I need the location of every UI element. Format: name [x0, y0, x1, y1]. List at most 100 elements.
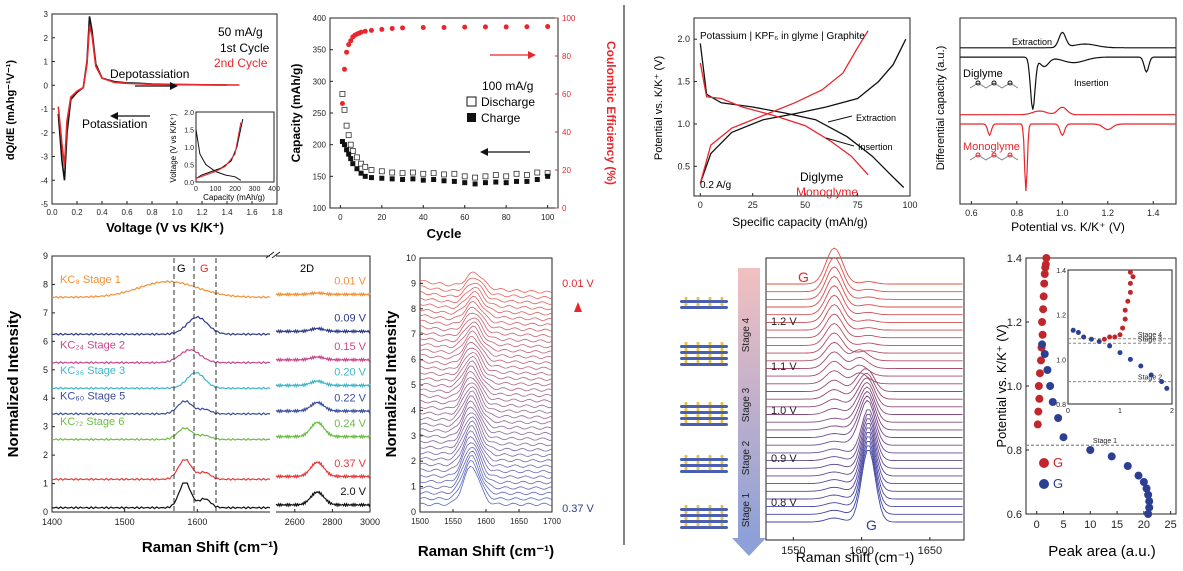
- p2-ce-point: [545, 24, 551, 30]
- p2-ce-point: [524, 24, 530, 30]
- p8-guc-point: [1035, 394, 1044, 403]
- p2-discharge-point: [347, 141, 354, 148]
- p1-series-cycle2: [57, 25, 240, 167]
- p8-inset-gc-point: [1164, 385, 1170, 391]
- p7-spectrum: [766, 304, 963, 331]
- p7-k-ion: [684, 347, 688, 352]
- p8-inset-ytick-label: 1.4: [1056, 268, 1066, 275]
- p3-spectrum: [52, 458, 271, 481]
- p8-inset-gc-point: [1096, 338, 1102, 344]
- p4-spectrum: [419, 321, 553, 349]
- p1-arrowhead-right: [170, 82, 178, 90]
- p3-ytick-label: 9: [43, 251, 48, 261]
- p2-charge-point: [344, 147, 350, 153]
- p2-discharge-point: [451, 170, 458, 177]
- p7-k-ion: [708, 341, 712, 346]
- p1-ytick-label: 2: [44, 34, 49, 43]
- p7-graphene-layer: [680, 405, 728, 408]
- p8-inset-gc-point: [1138, 363, 1144, 369]
- p8-xtick-label: 5: [1060, 519, 1066, 531]
- p7-stage-label: Stage 3: [741, 387, 752, 422]
- p2-xtick-label: 0: [338, 213, 343, 222]
- p7-k-ion: [708, 460, 712, 465]
- p7-k-ion: [708, 353, 712, 358]
- p7-lines: [766, 247, 963, 523]
- p7-k-ion: [684, 419, 688, 424]
- p6-ann-insertion: Insertion: [1074, 78, 1109, 88]
- p7-k-ion: [684, 516, 688, 521]
- p2-charge-point: [348, 156, 354, 162]
- p2-ce-point: [482, 24, 488, 30]
- p7-peak-bottom: G: [866, 517, 877, 533]
- p2-y2tick-label: 80: [562, 52, 571, 61]
- p2-charge-point: [358, 170, 364, 176]
- p3-ytick-label: 1: [43, 479, 48, 489]
- p4-top-label: 0.01 V: [562, 278, 594, 290]
- p8-inset-stage-label: Stage 4: [1138, 332, 1162, 339]
- p2-legend-rate: 100 mA/g: [482, 79, 533, 93]
- p2-ce-point: [346, 42, 352, 48]
- p8-inset-guc-point: [1107, 334, 1113, 340]
- p3-labels: 0.01 V 0.09 V 0.15 V 0.20 V 0.22 V 0.24 V 0.37…: [60, 274, 367, 498]
- p1-ytick-label: 0: [44, 81, 49, 90]
- p7-stage-label: Stage 4: [741, 317, 752, 352]
- p3-ytick-label: 4: [43, 393, 48, 403]
- p3-ytick-label: 5: [43, 365, 48, 375]
- p2-ce-point: [358, 29, 364, 35]
- p4-ytick-label: 1: [411, 482, 416, 492]
- p3-stage-label: KC₇₂ Stage 6: [60, 416, 124, 428]
- p7-k-ion: [708, 302, 712, 307]
- p6-ticks: 0.6 0.8 1.0 1.2 1.4: [965, 201, 1160, 218]
- p6-monoglyme-extraction: [960, 106, 1176, 116]
- p7-k-ion: [708, 522, 712, 527]
- p8-ytick-label: 0.6: [1007, 509, 1022, 521]
- p6-frame: [959, 17, 1177, 205]
- p7-k-ion: [720, 466, 724, 471]
- p4-spectrum: [419, 282, 553, 305]
- p2-y2tick-label: 40: [562, 128, 571, 137]
- p4-spectrum: [419, 360, 553, 392]
- p3-spectrum: [52, 427, 271, 442]
- p1-xtick-label: 1.8: [271, 208, 283, 217]
- p8-gc-point: [1145, 503, 1154, 512]
- p2-charge-point: [420, 177, 426, 183]
- p5-ytick-label: 0.5: [677, 161, 690, 171]
- p8-guc-point: [1039, 305, 1048, 314]
- p7-xtick-label: 1550: [781, 545, 805, 557]
- p7-k-ion: [696, 460, 700, 465]
- p8-inset-gc-point: [1075, 330, 1081, 336]
- p2-discharge-point: [441, 171, 447, 178]
- p3-spectrum: [52, 348, 271, 365]
- p8-guc-point: [1034, 407, 1043, 416]
- p5-series: [699, 30, 869, 184]
- p3-ytick-label: 6: [43, 336, 48, 346]
- p1-legend-cycle2: 2nd Cycle: [214, 56, 268, 70]
- p1-legend-cycle1: 1st Cycle: [220, 41, 270, 55]
- p7-spectrum: [766, 431, 963, 492]
- p4-spectrum: [419, 400, 553, 436]
- p2-discharge-point: [399, 170, 406, 177]
- p7-volt-label: 1.0 V: [771, 405, 797, 417]
- p7-volt-label: 0.9 V: [771, 453, 797, 465]
- p1-inset-frame: [195, 111, 275, 183]
- p1-ytick-label: -4: [41, 176, 49, 185]
- p7-spectrum: [766, 372, 963, 400]
- p5-frame: [693, 17, 911, 197]
- p7-spectrum: [766, 386, 963, 423]
- p7-k-ion: [696, 359, 700, 364]
- p8-gc-point: [1059, 433, 1068, 442]
- p3-volt-label: 2.0 V: [340, 486, 366, 498]
- p6-xtick-label: 1.0: [1056, 208, 1069, 218]
- p7-spectrum: [766, 275, 963, 308]
- p8-inset-guc-point: [1127, 280, 1133, 286]
- p5-xtick-label: 25: [748, 200, 758, 210]
- p2-ce-point: [462, 24, 468, 30]
- p2-discharge-point: [492, 172, 499, 178]
- p7-stage-arrow: [738, 268, 760, 538]
- p4-raman-waterfall: Normalized Intensity Raman Shift (cm⁻¹) …: [383, 253, 595, 560]
- p3-peak-2d: 2D: [300, 263, 314, 275]
- p2-charge-point: [342, 142, 348, 148]
- p5-xtick-label: 0: [698, 200, 703, 210]
- p7-stage-label: Stage 2: [741, 440, 752, 475]
- p1-ytick-label: -3: [41, 153, 49, 162]
